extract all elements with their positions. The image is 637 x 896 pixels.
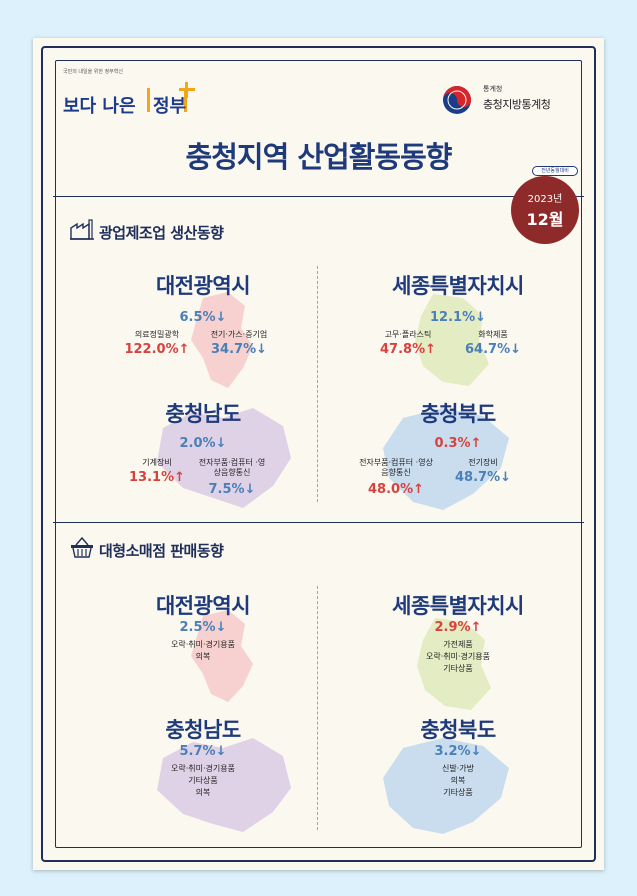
item-line: 신발·가방 [442, 764, 474, 773]
item-label: 화학제품 [478, 330, 508, 339]
item-line: 오락·취미·경기용품 [426, 652, 490, 661]
taegeuk-emblem-icon [443, 86, 471, 114]
item-value: 48.7%↓ [455, 470, 511, 485]
chungbuk-map-shape [383, 408, 509, 510]
item-line: 의복 [195, 652, 211, 661]
region-total-chungnam: 2.0%↓ [179, 436, 227, 451]
shopping-basket-icon [71, 536, 93, 558]
item-value: 48.0%↑ [368, 482, 424, 497]
region-name-chungnam: 충청남도 [165, 718, 241, 742]
item-line: 기타상품 [443, 788, 473, 797]
item-label: 전자부품·컴퓨터 ·영상음향통신 [198, 458, 266, 477]
region-name-daejeon: 대전광역시 [155, 594, 251, 618]
region-name-sejong: 세종특별자치시 [392, 594, 524, 618]
item-value: 122.0%↑ [124, 342, 190, 357]
agency-name-small: 통계청 [483, 85, 503, 93]
section2-vertical-divider [317, 586, 318, 830]
sejong-map-shape [415, 294, 489, 386]
item-line: 의복 [450, 776, 466, 785]
item-line: 기타상품 [188, 776, 218, 785]
region-total-chungbuk: 0.3%↑ [434, 436, 482, 451]
period-year: 2023년 [527, 194, 563, 205]
daejeon-map-shape [191, 610, 253, 702]
poster-frame [41, 46, 596, 862]
region-total-chungnam: 5.7%↓ [179, 744, 227, 759]
section1-vertical-divider [317, 266, 318, 502]
region-total-chungbuk: 3.2%↓ [434, 744, 482, 759]
region-total-daejeon: 6.5%↓ [179, 310, 227, 325]
factory-icon [70, 219, 94, 240]
gov-tagline: 국민의 내일을 위한 정부혁신 [63, 69, 123, 75]
item-line: 오락·취미·경기용품 [171, 640, 235, 649]
item-value: 47.8%↑ [380, 342, 436, 357]
item-value: 64.7%↓ [465, 342, 521, 357]
region-total-sejong: 12.1%↓ [430, 310, 486, 325]
gov-logo-text-1: 보다 나은 [63, 96, 136, 117]
region-total-daejeon: 2.5%↓ [179, 620, 227, 635]
item-value: 7.5%↓ [208, 482, 256, 497]
item-value: 34.7%↓ [211, 342, 267, 357]
daejeon-map-shape [191, 292, 253, 388]
item-line: 가전제품 [443, 640, 473, 649]
poster-frame-inner [55, 60, 582, 848]
chungnam-map-shape [157, 408, 291, 508]
item-label: 전자부품·컴퓨터 ·영상음향통신 [359, 458, 433, 477]
item-label: 기계장비 [142, 458, 172, 467]
agency-name: 충청지방통계청 [483, 98, 551, 111]
period-month: 12월 [526, 210, 564, 229]
sejong-map-shape [417, 618, 491, 710]
gov-logo-text-2: 정부 [153, 96, 187, 117]
comparison-badge: 전년동월대비 [532, 166, 578, 176]
gov-logo: 보다 나은 정부 [63, 82, 195, 117]
region-name-chungbuk: 충청북도 [420, 718, 496, 742]
chungnam-map-shape [157, 738, 291, 832]
item-label: 의료정밀광학 [134, 330, 180, 339]
region-name-chungbuk: 충청북도 [420, 402, 496, 426]
page-title: 충청지역 산업활동동향 [185, 140, 453, 174]
section-title-manufacturing: 광업제조업 생산동향 [99, 224, 224, 242]
item-label: 고무·플라스틱 [384, 330, 432, 339]
gov-logo-bracket [147, 88, 187, 112]
region-total-sejong: 2.9%↑ [434, 620, 482, 635]
item-label: 전기장비 [468, 458, 498, 467]
region-name-daejeon: 대전광역시 [155, 274, 251, 298]
gov-logo-plus-v [185, 82, 188, 98]
section-divider [53, 522, 584, 523]
region-name-sejong: 세종특별자치시 [392, 274, 524, 298]
item-value: 13.1%↑ [129, 470, 185, 485]
item-line: 오락·취미·경기용품 [171, 764, 235, 773]
period-badge: 2023년 12월 [511, 176, 579, 244]
section-title-retail: 대형소매점 판매동향 [99, 542, 224, 560]
chungbuk-map-shape [383, 738, 509, 834]
header-divider [53, 196, 584, 197]
item-line: 의복 [195, 788, 211, 797]
item-line: 기타상품 [443, 664, 473, 673]
infographic-poster: 국민의 내일을 위한 정부혁신 보다 나은 정부 통계청 충청지방통계청 충청지… [33, 38, 604, 870]
item-label: 전기·가스·증기업 [210, 330, 268, 339]
region-name-chungnam: 충청남도 [165, 402, 241, 426]
